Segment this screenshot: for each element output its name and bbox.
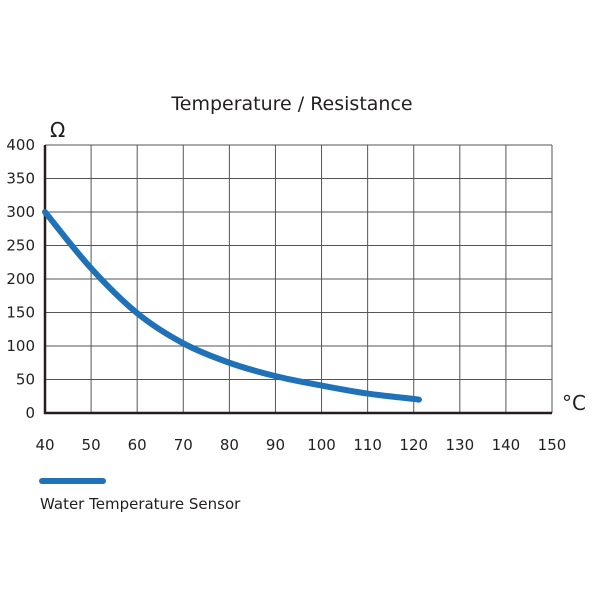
y-tick-label: 200 bbox=[6, 270, 35, 288]
series-group bbox=[42, 209, 422, 403]
x-tick-label: 100 bbox=[307, 436, 336, 454]
x-tick-label: 60 bbox=[128, 436, 147, 454]
x-tick-label: 120 bbox=[399, 436, 428, 454]
y-tick-label: 300 bbox=[6, 203, 35, 221]
y-tick-label: 350 bbox=[6, 170, 35, 188]
y-tick-label: 250 bbox=[6, 237, 35, 255]
y-axis-label: Ω bbox=[50, 118, 65, 142]
x-tick-label: 140 bbox=[492, 436, 521, 454]
x-tick-label: 70 bbox=[174, 436, 193, 454]
x-tick-label: 50 bbox=[82, 436, 101, 454]
y-tick-label: 50 bbox=[16, 371, 35, 389]
tick-labels: 40 50 60 70 80 90 100 110 120 130 140 150 0 50 100 150 2… bbox=[6, 136, 566, 454]
x-axis-label: °C bbox=[562, 391, 586, 415]
grid bbox=[44, 144, 553, 414]
y-tick-label: 400 bbox=[6, 136, 35, 154]
axes bbox=[43, 145, 552, 415]
series-line bbox=[42, 209, 422, 403]
y-tick-label: 100 bbox=[6, 337, 35, 355]
chart-title: Temperature / Resistance bbox=[170, 93, 412, 115]
x-tick-label: 90 bbox=[266, 436, 285, 454]
x-tick-label: 110 bbox=[353, 436, 382, 454]
x-tick-label: 40 bbox=[35, 436, 54, 454]
legend-label: Water Temperature Sensor bbox=[40, 495, 241, 513]
x-tick-label: 80 bbox=[220, 436, 239, 454]
x-tick-label: 150 bbox=[538, 436, 567, 454]
x-tick-label: 130 bbox=[445, 436, 474, 454]
y-tick-label: 150 bbox=[6, 304, 35, 322]
y-tick-label: 0 bbox=[25, 404, 35, 422]
